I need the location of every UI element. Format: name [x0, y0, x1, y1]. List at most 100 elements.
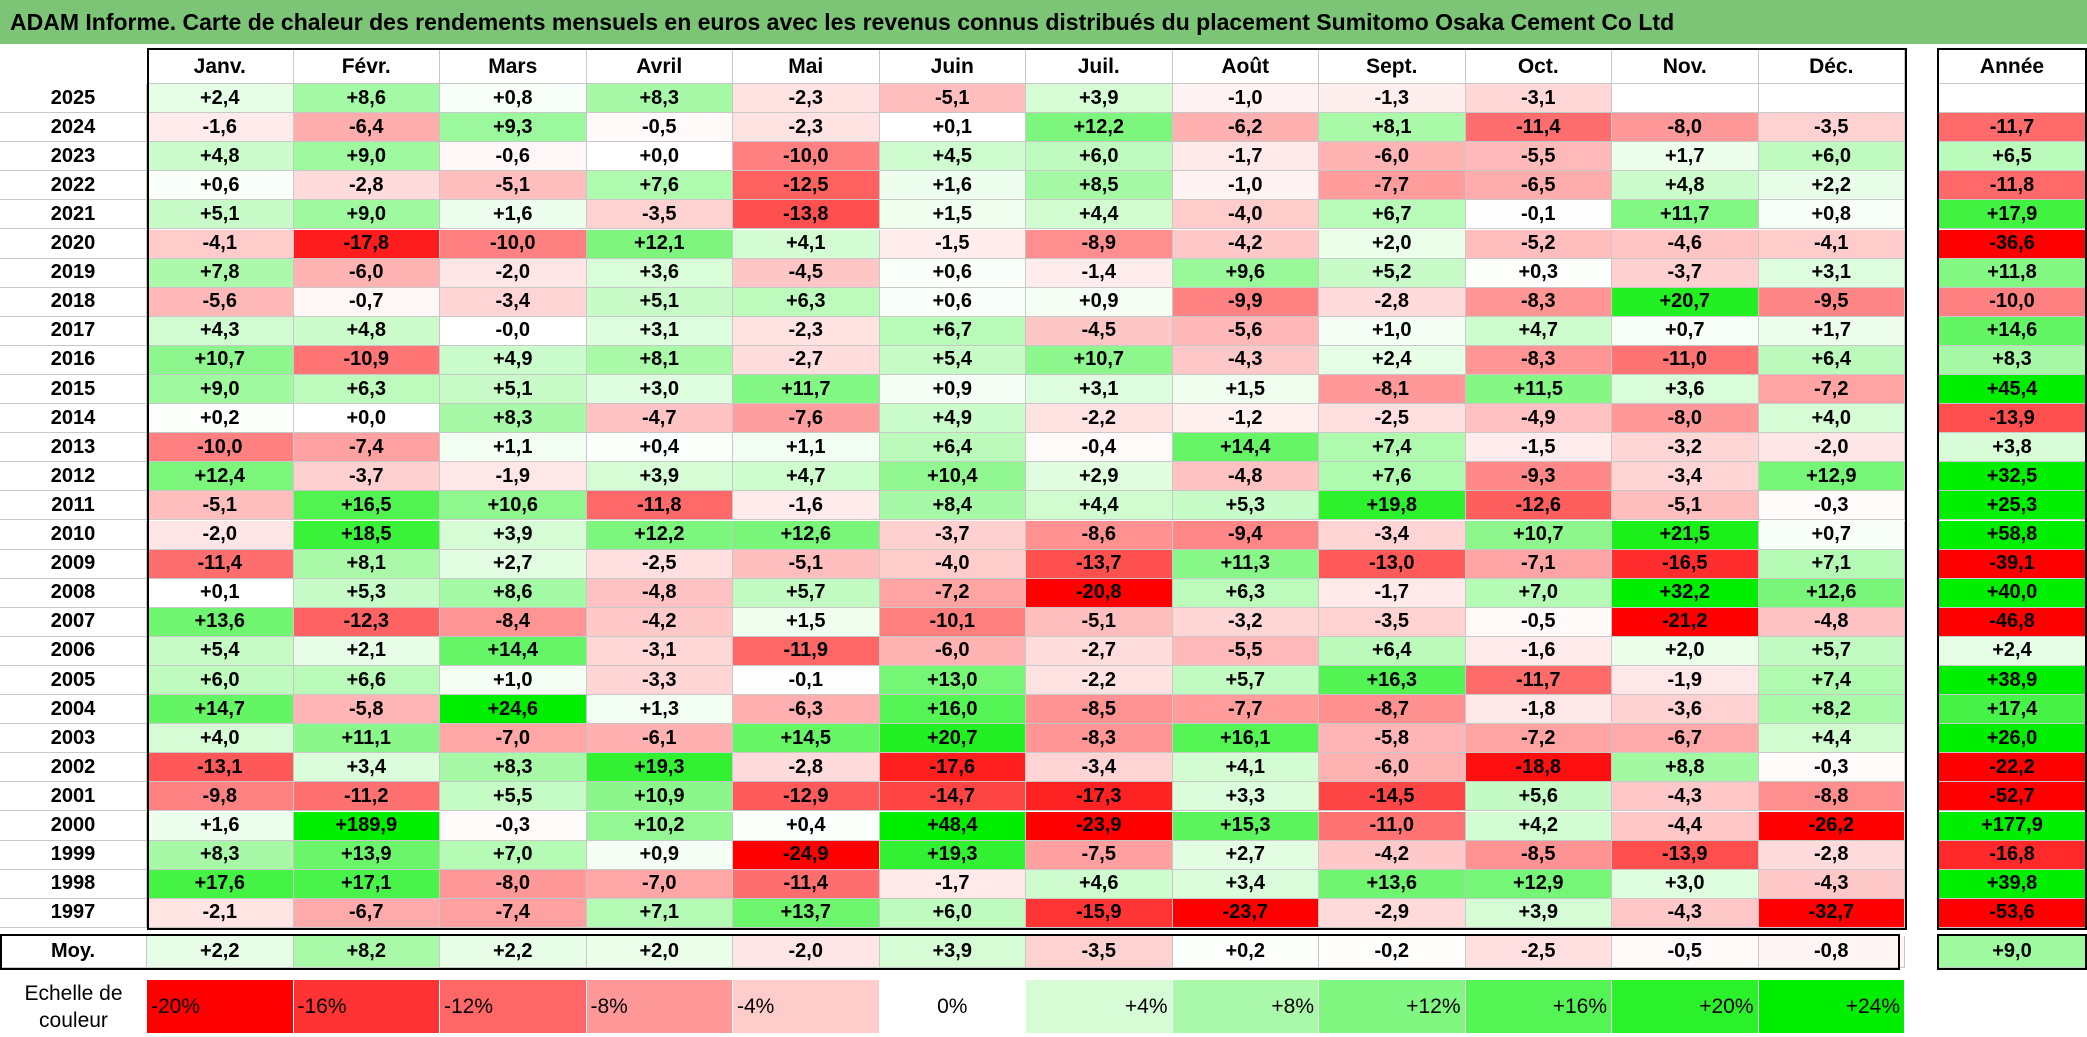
heatmap-cell: +0,9 [586, 840, 733, 870]
heatmap-cell: -12,5 [733, 171, 880, 201]
heatmap-cell: +13,6 [1319, 869, 1466, 899]
year-label: 2006 [0, 636, 147, 666]
heatmap-cell: +3,1 [1026, 375, 1173, 405]
heatmap-cell: -6,3 [733, 695, 880, 725]
heatmap-cell: +1,6 [879, 171, 1026, 201]
heatmap-cell: -26,2 [1758, 811, 1905, 841]
scale-stop: -16% [293, 980, 440, 1033]
heatmap-cell [1612, 84, 1759, 114]
heatmap-cell: +16,3 [1319, 666, 1466, 696]
heatmap-cell: -0,3 [1758, 491, 1905, 521]
heatmap-cell: -8,7 [1319, 695, 1466, 725]
heatmap-cell: -2,0 [440, 258, 587, 288]
annual-cell: +25,3 [1938, 491, 2087, 521]
heatmap-cell: -8,0 [440, 869, 587, 899]
heatmap-cell: +3,1 [1758, 258, 1905, 288]
average-cell: +2,2 [440, 935, 587, 968]
heatmap-cell: -3,2 [1172, 607, 1319, 637]
heatmap-cell: -10,0 [440, 229, 587, 259]
scale-stop: -12% [440, 980, 587, 1033]
annual-cell: -11,7 [1938, 113, 2087, 143]
heatmap-cell: -5,1 [1026, 607, 1173, 637]
heatmap-cell: +4,7 [733, 462, 880, 492]
annual-cell: -39,1 [1938, 549, 2087, 579]
heatmap-cell: +7,0 [440, 840, 587, 870]
heatmap-cell: +0,0 [293, 404, 440, 434]
heatmap-cell: +6,4 [1758, 345, 1905, 375]
year-label: 2009 [0, 549, 147, 579]
heatmap-cell: +10,9 [586, 782, 733, 812]
heatmap-cell: -0,3 [440, 811, 587, 841]
heatmap-cell: -4,9 [1465, 404, 1612, 434]
heatmap-cell: +4,0 [1758, 404, 1905, 434]
heatmap-cell: -6,0 [1319, 753, 1466, 783]
heatmap-cell: -8,1 [1319, 375, 1466, 405]
heatmap-cell: -6,7 [1612, 724, 1759, 754]
heatmap-cell: +10,7 [1465, 520, 1612, 550]
heatmap-cell: -0,3 [1758, 753, 1905, 783]
year-label: 2014 [0, 404, 147, 434]
year-label: 2001 [0, 782, 147, 812]
heatmap-cell: +7,0 [1465, 578, 1612, 608]
heatmap-cell: -1,2 [1172, 404, 1319, 434]
heatmap-cell: -12,9 [733, 782, 880, 812]
column-header: Janv. [147, 50, 294, 84]
annual-cell: -52,7 [1938, 782, 2087, 812]
heatmap-cell: +20,7 [1612, 287, 1759, 317]
heatmap-cell: -7,7 [1172, 695, 1319, 725]
heatmap-cell: +0,9 [1026, 287, 1173, 317]
heatmap-cell: +5,3 [293, 578, 440, 608]
heatmap-cell: -10,0 [147, 433, 294, 463]
heatmap-cell: +1,0 [440, 666, 587, 696]
column-header: Août [1172, 50, 1319, 84]
heatmap-cell: +2,1 [293, 636, 440, 666]
year-label: 2020 [0, 229, 147, 259]
heatmap-cell: -0,4 [1026, 433, 1173, 463]
heatmap-cell: -4,2 [586, 607, 733, 637]
heatmap-cell: -2,1 [147, 898, 294, 928]
heatmap-cell: +17,6 [147, 869, 294, 899]
heatmap-cell: -2,3 [733, 113, 880, 143]
heatmap-cell: -4,0 [1172, 200, 1319, 230]
heatmap-cell: -9,4 [1172, 520, 1319, 550]
heatmap-cell: +14,7 [147, 695, 294, 725]
heatmap-cell: +12,2 [586, 520, 733, 550]
annual-cell: +2,4 [1938, 636, 2087, 666]
average-cell: +2,0 [586, 935, 733, 968]
annual-cell: +11,8 [1938, 258, 2087, 288]
heatmap-cell: -8,4 [440, 607, 587, 637]
heatmap-cell: +4,8 [147, 142, 294, 172]
heatmap-cell: +5,6 [1465, 782, 1612, 812]
heatmap-cell: +0,6 [879, 287, 1026, 317]
scale-stop: -4% [733, 980, 880, 1033]
average-cell: -0,8 [1758, 935, 1905, 968]
heatmap-cell: -3,7 [293, 462, 440, 492]
column-header: Oct. [1465, 50, 1612, 84]
year-label: 2016 [0, 345, 147, 375]
heatmap-cell: +4,6 [1026, 869, 1173, 899]
heatmap-cell: -14,5 [1319, 782, 1466, 812]
heatmap-cell: +5,1 [586, 287, 733, 317]
year-label: 2007 [0, 607, 147, 637]
heatmap-cell: -4,3 [1612, 898, 1759, 928]
year-label: 2017 [0, 316, 147, 346]
heatmap-cell: -2,8 [293, 171, 440, 201]
heatmap-cell: -1,8 [1465, 695, 1612, 725]
heatmap-cell: +0,6 [147, 171, 294, 201]
heatmap-cell: -5,1 [147, 491, 294, 521]
year-label: 2010 [0, 520, 147, 550]
heatmap-cell: -8,3 [1465, 287, 1612, 317]
heatmap-cell: -1,7 [1172, 142, 1319, 172]
heatmap-cell: -7,1 [1465, 549, 1612, 579]
heatmap-cell: +16,0 [879, 695, 1026, 725]
heatmap-cell: -2,2 [1026, 404, 1173, 434]
column-header: Sept. [1319, 50, 1466, 84]
heatmap-cell: +11,7 [1612, 200, 1759, 230]
annual-cell: -22,2 [1938, 753, 2087, 783]
heatmap-cell: -3,7 [879, 520, 1026, 550]
heatmap-cell: +10,6 [440, 491, 587, 521]
heatmap-cell: -5,1 [733, 549, 880, 579]
heatmap-cell: +7,1 [1758, 549, 1905, 579]
heatmap-cell: -7,0 [586, 869, 733, 899]
heatmap-cell: -21,2 [1612, 607, 1759, 637]
